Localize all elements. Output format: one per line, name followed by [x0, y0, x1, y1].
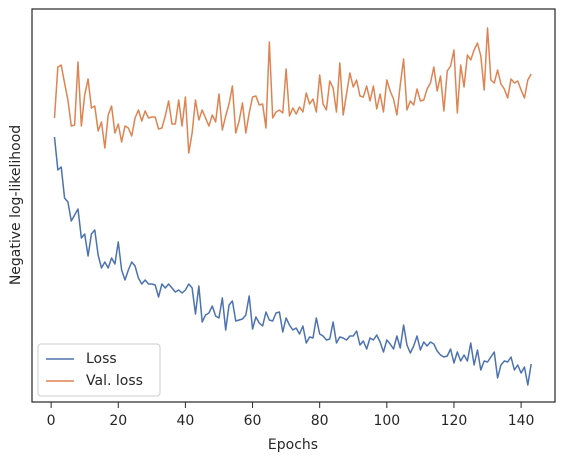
legend-box: [37, 343, 161, 397]
line: [53, 27, 532, 154]
line: [53, 136, 532, 386]
x-tick-label: 80: [311, 413, 329, 429]
x-tick-label: 0: [47, 413, 56, 429]
plot-frame: [31, 8, 556, 403]
x-tick-label: 100: [373, 413, 400, 429]
x-tick-label: 120: [441, 413, 468, 429]
y-axis-label: Negative log-likelihood: [8, 125, 24, 285]
legend-label: Loss: [86, 351, 117, 367]
x-tick-label: 140: [508, 413, 535, 429]
legend-label: Val. loss: [86, 373, 143, 389]
x-axis-label: Epochs: [268, 437, 318, 453]
x-tick-label: 20: [109, 413, 127, 429]
x-tick-label: 40: [176, 413, 194, 429]
x-tick-label: 60: [244, 413, 262, 429]
